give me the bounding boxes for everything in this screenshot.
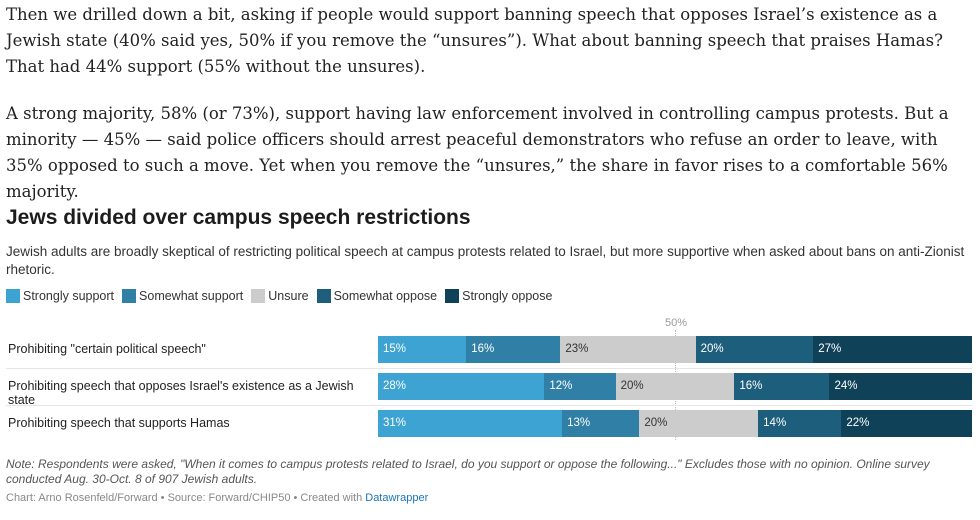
stacked-bar: 28% 12% 20% 16% 24% (378, 373, 972, 400)
chart-credit: Chart: Arno Rosenfeld/Forward • Source: … (6, 492, 428, 504)
legend-label: Strongly support (23, 289, 115, 303)
legend-swatch (316, 289, 331, 303)
credit-text: Chart: Arno Rosenfeld/Forward • Source: … (6, 492, 366, 504)
legend-item: Somewhat oppose (316, 289, 438, 303)
bar-segment: 27% (813, 336, 972, 363)
bar-segment: 31% (378, 410, 563, 437)
bar-segment: 16% (734, 373, 830, 400)
bar-segment: 28% (378, 373, 545, 400)
bar-segment: 20% (615, 373, 735, 400)
article-paragraph: Then we drilled down a bit, asking if pe… (6, 5, 943, 76)
datawrapper-link[interactable]: Datawrapper (365, 492, 429, 504)
stacked-bar: 31% 13% 20% 14% 22% (378, 410, 972, 437)
bar-segment: 20% (695, 336, 814, 363)
row-label: Prohibiting speech that opposes Israel's… (8, 379, 354, 407)
legend-label: Somewhat oppose (333, 289, 438, 303)
fifty-percent-marker-label: 50% (664, 317, 688, 329)
bar-segment: 23% (560, 336, 696, 363)
bar-segment: 12% (544, 373, 616, 400)
legend-item: Unsure (251, 289, 309, 303)
legend-swatch (122, 289, 137, 303)
stacked-bar: 15% 16% 23% 20% 27% (378, 336, 972, 363)
bar-segment: 13% (562, 410, 640, 437)
article-paragraph: A strong majority, 58% (or 73%), support… (6, 104, 949, 201)
chart-note: Note: Respondents were asked, "When it c… (6, 457, 930, 486)
legend-label: Unsure (268, 289, 309, 303)
legend-swatch (6, 289, 20, 303)
chart-title: Jews divided over campus speech restrict… (6, 206, 471, 229)
bar-segment: 14% (758, 410, 842, 437)
legend-item: Somewhat support (122, 289, 243, 303)
row-label: Prohibiting "certain political speech" (8, 342, 206, 356)
row-separator (6, 368, 972, 369)
bar-segment: 20% (639, 410, 759, 437)
legend-item: Strongly support (6, 289, 114, 303)
chart-description: Jewish adults are broadly skeptical of r… (6, 244, 965, 277)
legend-swatch (251, 289, 266, 303)
article-body: Then we drilled down a bit, asking if pe… (6, 2, 974, 226)
legend-swatch (445, 289, 460, 303)
legend-label: Strongly oppose (462, 289, 553, 303)
row-label: Prohibiting speech that supports Hamas (8, 416, 230, 430)
bar-segment: 22% (841, 410, 972, 437)
bar-segment: 16% (466, 336, 561, 363)
bar-segment: 15% (378, 336, 467, 363)
bar-segment: 24% (829, 373, 972, 400)
row-separator (6, 405, 972, 406)
chart-legend: Strongly support Somewhat support Unsure So… (6, 289, 560, 303)
legend-label: Somewhat support (139, 289, 244, 303)
legend-item: Strongly oppose (445, 289, 552, 303)
